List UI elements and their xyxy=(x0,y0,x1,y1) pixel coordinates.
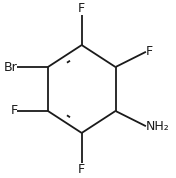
Text: NH₂: NH₂ xyxy=(146,120,170,133)
Text: F: F xyxy=(146,45,153,58)
Text: Br: Br xyxy=(4,61,17,74)
Text: F: F xyxy=(78,163,85,176)
Text: F: F xyxy=(10,104,17,117)
Text: F: F xyxy=(78,2,85,15)
